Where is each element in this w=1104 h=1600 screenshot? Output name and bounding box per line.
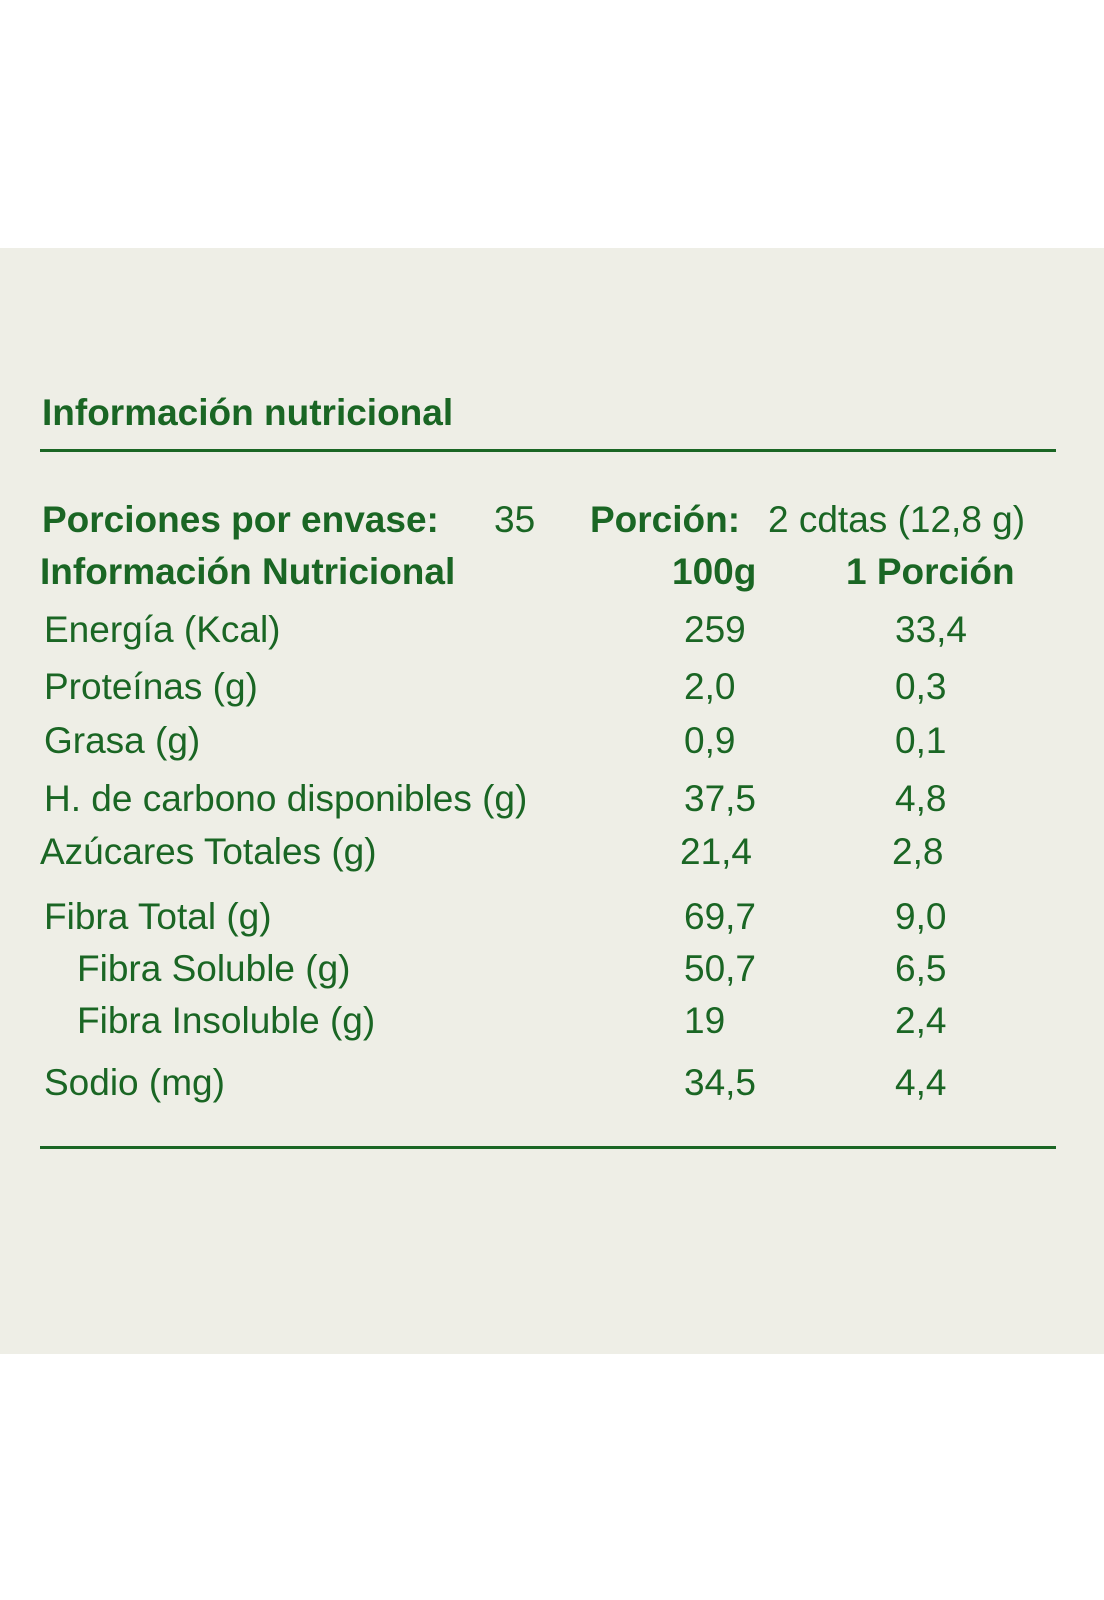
value-portion: 2,8 xyxy=(892,831,944,872)
servings-per-package-label: Porciones por envase: xyxy=(42,499,439,540)
table-header-label: Información Nutricional xyxy=(40,551,456,592)
nutrient-name: H. de carbono disponibles (g) xyxy=(44,778,528,819)
nutrient-name: Fibra Total (g) xyxy=(44,896,272,937)
nutrient-name: Proteínas (g) xyxy=(44,666,258,707)
portion-label: Porción: xyxy=(590,499,741,540)
value-portion: 0,1 xyxy=(895,720,947,761)
nutrition-panel xyxy=(0,248,1104,1354)
nutrient-name: Azúcares Totales (g) xyxy=(40,831,377,872)
bottom-divider xyxy=(40,1146,1056,1149)
value-100g: 259 xyxy=(684,609,746,650)
column-header-100g: 100g xyxy=(672,551,757,592)
value-100g: 21,4 xyxy=(680,831,753,872)
value-portion: 6,5 xyxy=(895,948,947,989)
value-portion: 2,4 xyxy=(895,1000,947,1041)
portion-value: 2 cdtas (12,8 g) xyxy=(768,499,1026,540)
nutrient-name: Fibra Soluble (g) xyxy=(77,948,351,989)
value-100g: 69,7 xyxy=(684,896,757,937)
nutrient-name: Grasa (g) xyxy=(44,720,201,761)
value-100g: 0,9 xyxy=(684,720,736,761)
value-100g: 37,5 xyxy=(684,778,757,819)
column-header-portion: 1 Porción xyxy=(846,551,1015,592)
value-100g: 34,5 xyxy=(684,1062,757,1103)
value-portion: 9,0 xyxy=(895,896,947,937)
value-100g: 50,7 xyxy=(684,948,757,989)
value-100g: 19 xyxy=(684,1000,726,1041)
value-100g: 2,0 xyxy=(684,666,736,707)
nutrient-name: Fibra Insoluble (g) xyxy=(77,1000,376,1041)
value-portion: 0,3 xyxy=(895,666,947,707)
servings-per-package-value: 35 xyxy=(494,499,536,540)
top-divider xyxy=(40,449,1056,452)
value-portion: 4,4 xyxy=(895,1062,947,1103)
value-portion: 4,8 xyxy=(895,778,947,819)
value-portion: 33,4 xyxy=(895,609,968,650)
nutrient-name: Sodio (mg) xyxy=(44,1062,225,1103)
nutrient-name: Energía (Kcal) xyxy=(44,609,281,650)
page-title: Información nutricional xyxy=(42,392,454,433)
